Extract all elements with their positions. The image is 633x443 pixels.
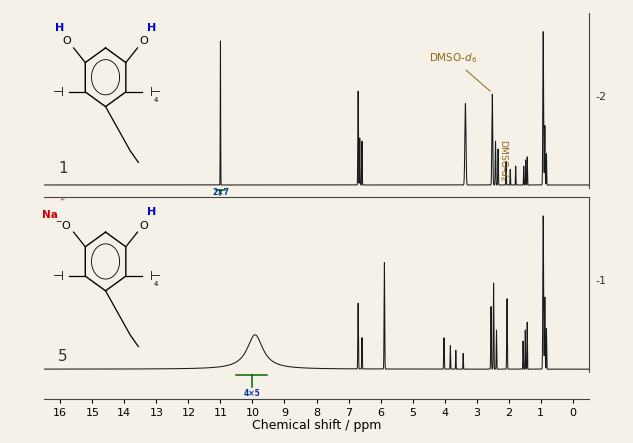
Text: 4×5: 4×5 <box>243 389 260 398</box>
Text: 5: 5 <box>58 349 68 364</box>
Text: -1: -1 <box>595 276 606 286</box>
Text: 1: 1 <box>58 161 68 176</box>
Text: DMSO-$d_6$: DMSO-$d_6$ <box>429 52 490 91</box>
Text: DMSO-$d_6$: DMSO-$d_6$ <box>497 139 509 181</box>
X-axis label: Chemical shift / ppm: Chemical shift / ppm <box>252 419 381 432</box>
Text: -2: -2 <box>595 92 606 102</box>
Text: 2×7: 2×7 <box>212 188 229 197</box>
